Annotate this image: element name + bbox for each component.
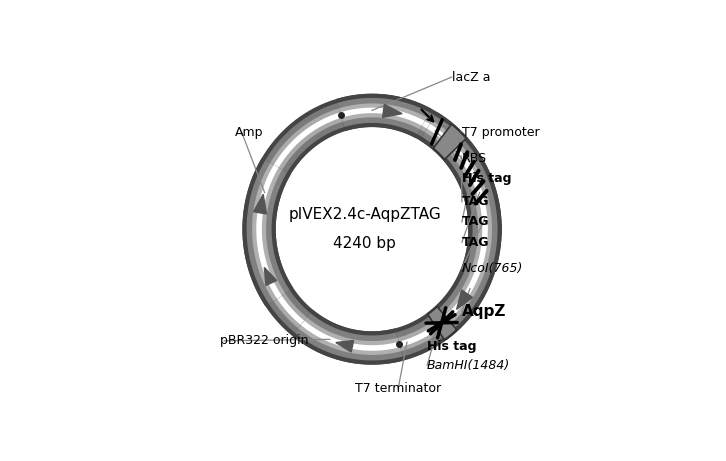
- Text: His tag: His tag: [427, 340, 477, 353]
- Text: RBS: RBS: [462, 152, 487, 165]
- Polygon shape: [433, 124, 466, 160]
- Text: His tag: His tag: [462, 172, 511, 185]
- Polygon shape: [264, 267, 277, 285]
- Text: BamHI(1484): BamHI(1484): [427, 359, 510, 372]
- Text: T7 promoter: T7 promoter: [462, 125, 539, 139]
- Text: T7 terminator: T7 terminator: [355, 382, 441, 395]
- Polygon shape: [428, 307, 457, 340]
- Text: TAG: TAG: [462, 215, 489, 229]
- Polygon shape: [253, 194, 266, 214]
- Polygon shape: [457, 290, 473, 309]
- Text: lacZ a: lacZ a: [452, 71, 490, 83]
- Text: 4240 bp: 4240 bp: [333, 236, 396, 251]
- Text: Amp: Amp: [234, 125, 263, 139]
- Text: NcoI(765): NcoI(765): [462, 262, 523, 275]
- Polygon shape: [383, 105, 402, 118]
- Text: AqpZ: AqpZ: [462, 304, 506, 319]
- Text: TAG: TAG: [462, 195, 489, 208]
- Text: TAG: TAG: [462, 236, 489, 249]
- Text: pIVEX2.4c-AqpZTAG: pIVEX2.4c-AqpZTAG: [288, 207, 441, 222]
- Polygon shape: [336, 341, 354, 352]
- Text: pBR322 origin: pBR322 origin: [220, 334, 309, 347]
